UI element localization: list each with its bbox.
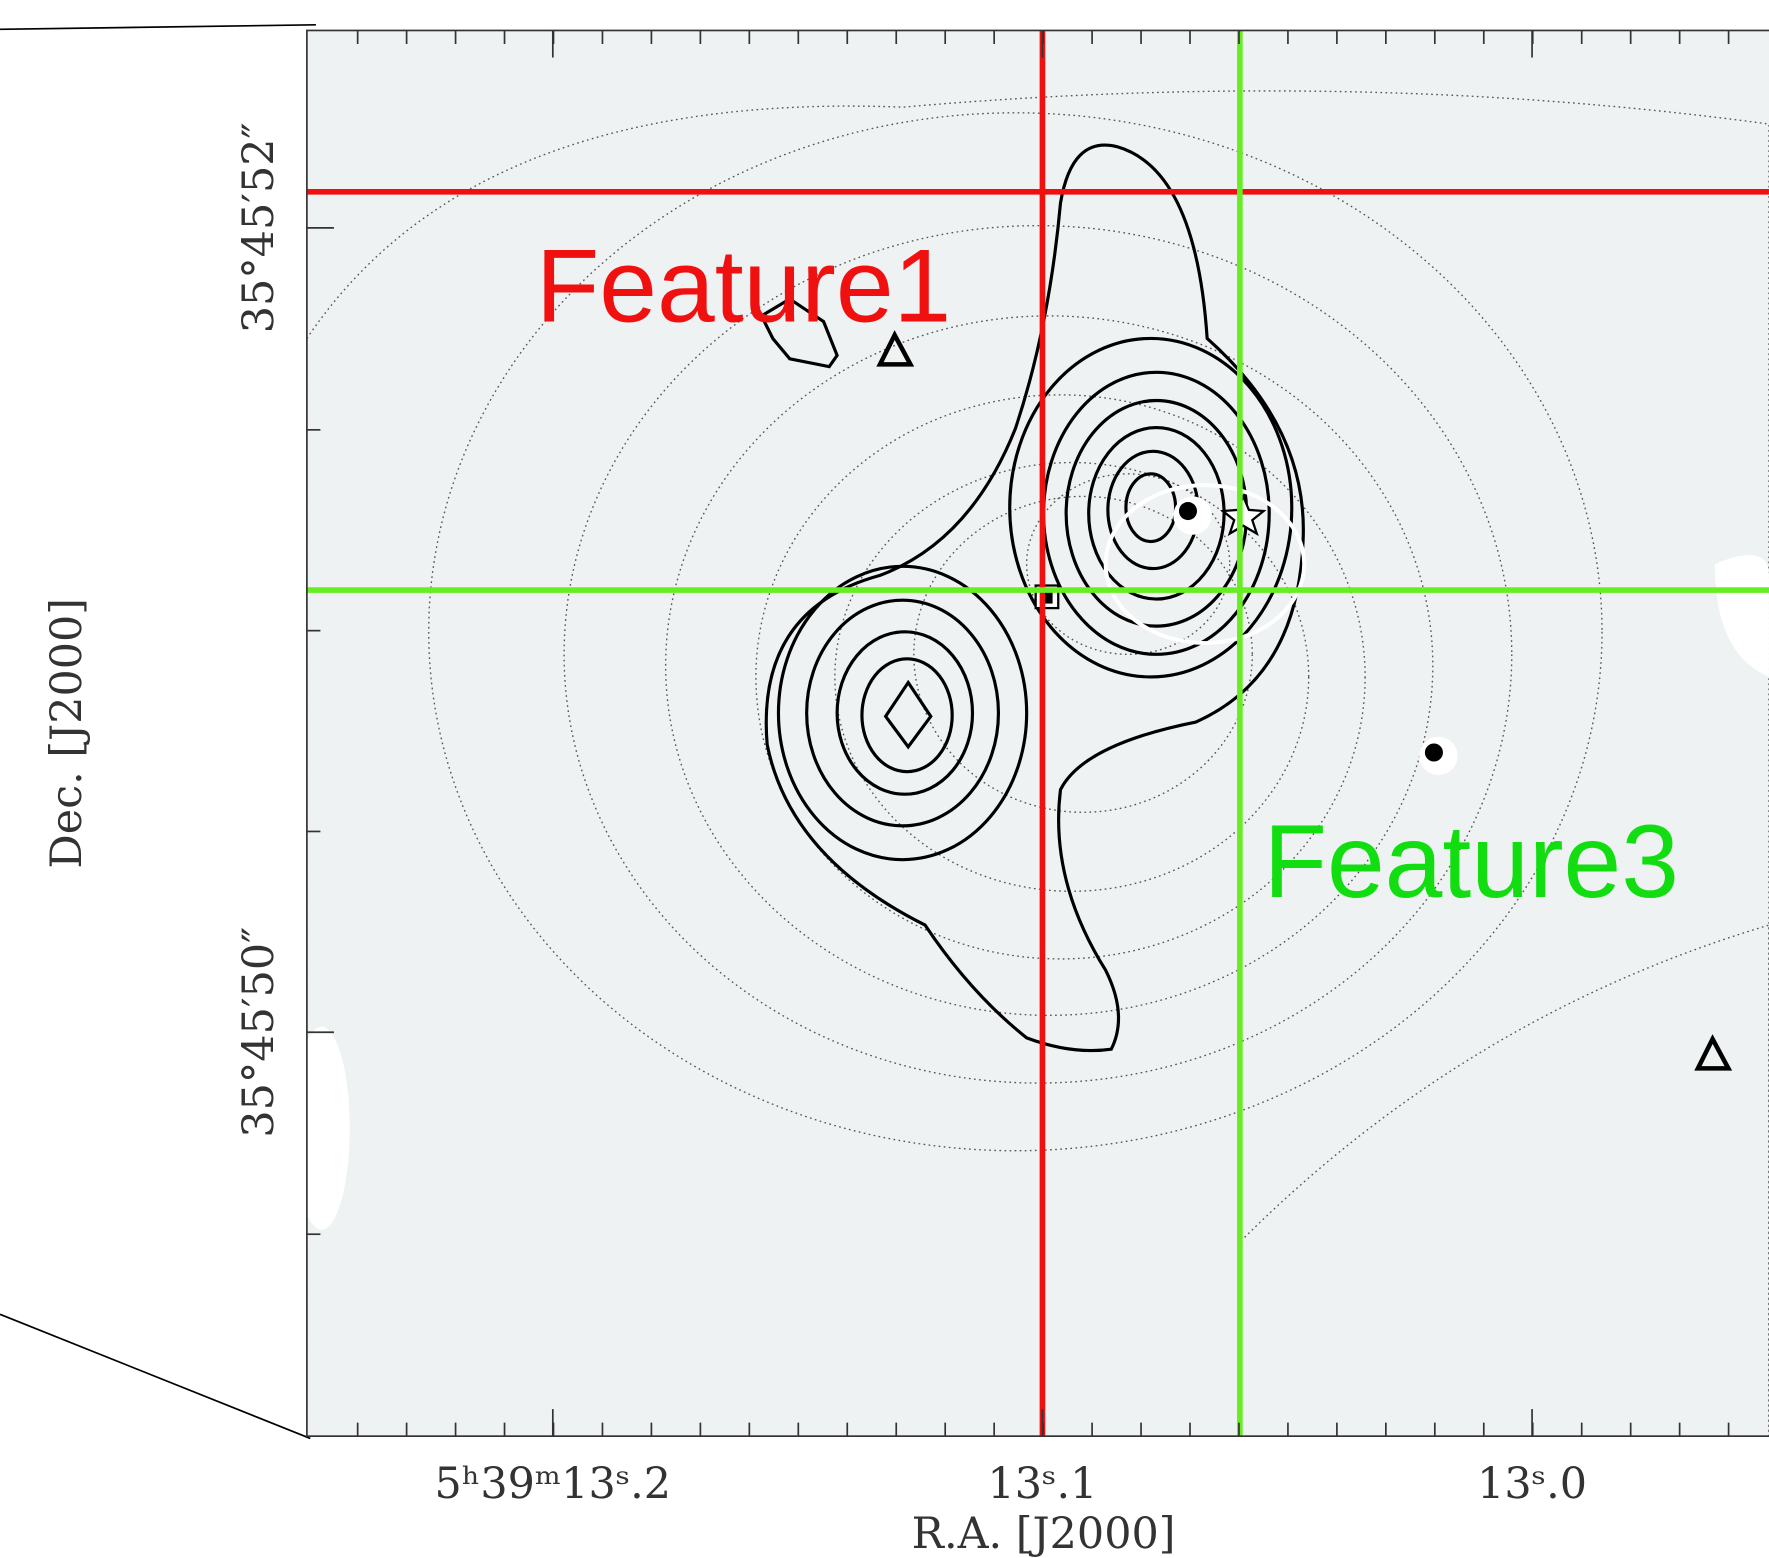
y-tick-label: 35°45′52″ xyxy=(234,122,284,333)
figure: Feature1 Feature3 R.A. [J2000] Dec. [J20… xyxy=(0,0,1769,1558)
contour-map xyxy=(293,30,1769,1436)
zoom-line xyxy=(0,1314,310,1438)
annotation: Feature1 xyxy=(536,228,951,344)
y-tick-label: 35°45′50″ xyxy=(234,927,284,1138)
x-tick-label: 13ˢ.0 xyxy=(1477,1459,1587,1509)
x-tick-label: 5ʰ39ᵐ13ˢ.2 xyxy=(435,1459,672,1509)
zoom-line xyxy=(0,25,316,30)
x-axis-label: R.A. [J2000] xyxy=(912,1509,1176,1558)
x-tick-label: 13ˢ.1 xyxy=(988,1459,1098,1509)
page: Feature1 Feature3 R.A. [J2000] Dec. [J20… xyxy=(0,0,1769,1558)
y-axis-label: Dec. [J2000] xyxy=(42,598,92,869)
annotation: Feature3 xyxy=(1264,803,1679,919)
